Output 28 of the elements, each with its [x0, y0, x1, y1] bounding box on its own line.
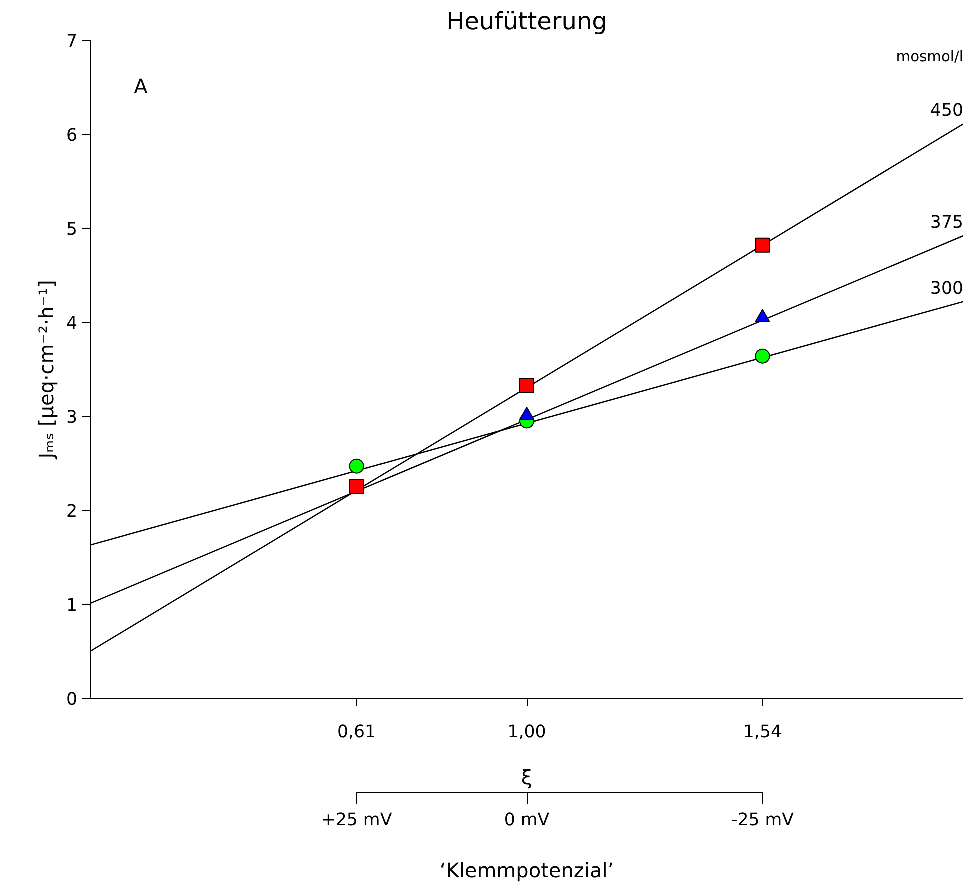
- y-axis-title: Jₘₛ [µeq·cm⁻²·h⁻¹]: [34, 280, 58, 461]
- text: +25 mV: [321, 810, 392, 830]
- chart-title: Heufütterung: [446, 8, 608, 36]
- annotation: mosmol/l: [896, 48, 964, 66]
- y-tick-label: 7: [66, 32, 78, 52]
- text: 0 mV: [504, 810, 550, 830]
- y-tick-label: 6: [66, 126, 78, 146]
- point: [349, 458, 364, 474]
- point: [755, 348, 770, 364]
- x2-axis-title: ‘Klemmpotenzial’: [440, 858, 614, 882]
- x-axis-title: ξ: [521, 766, 533, 790]
- y-tick-label: 0: [66, 690, 78, 710]
- point: [755, 238, 770, 253]
- y-tick-label: 2: [66, 502, 78, 522]
- y-tick-label: 1: [66, 596, 78, 616]
- series-label: 450: [930, 101, 964, 122]
- x-tick-label: 1,54: [743, 722, 782, 742]
- series-label: 300: [930, 278, 964, 299]
- point: [520, 378, 534, 393]
- x-tick-label: 0,61: [337, 722, 376, 742]
- y-tick-label: 3: [66, 408, 78, 428]
- annotation: A: [134, 74, 148, 99]
- point: [349, 480, 364, 494]
- text: -25 mV: [731, 810, 794, 830]
- y-tick-label: 5: [66, 220, 78, 240]
- series-label: 375: [930, 213, 964, 234]
- x-tick-label: 1,00: [508, 722, 546, 742]
- y-tick-label: 4: [66, 314, 78, 334]
